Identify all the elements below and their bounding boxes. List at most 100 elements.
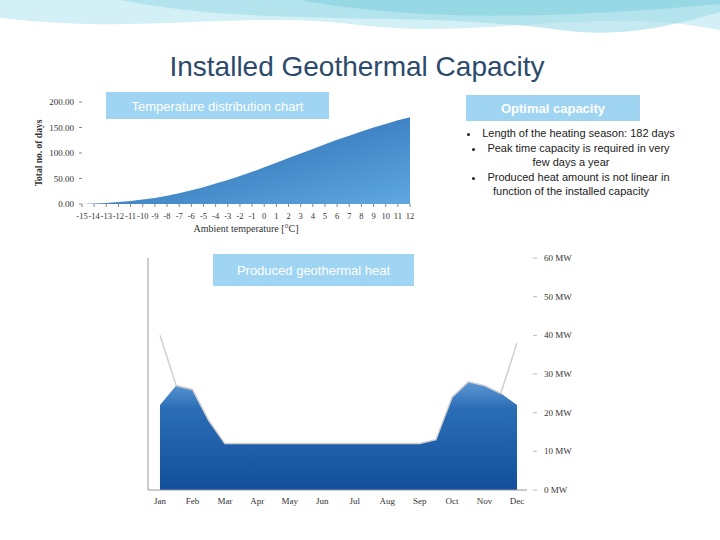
tick-label: 9 bbox=[371, 211, 375, 221]
tick bbox=[533, 296, 537, 297]
tick bbox=[79, 178, 82, 179]
tick-label: 3 bbox=[299, 211, 303, 221]
tick-label: -13 bbox=[101, 211, 112, 221]
tick-label: 50 MW bbox=[544, 292, 572, 302]
tick bbox=[79, 127, 82, 128]
tick-label: 5 bbox=[323, 211, 327, 221]
tick-label: -4 bbox=[212, 211, 220, 221]
tick bbox=[349, 204, 350, 207]
tick bbox=[106, 204, 107, 207]
tick bbox=[203, 204, 204, 207]
line bbox=[160, 335, 517, 443]
tick bbox=[130, 204, 131, 207]
tick bbox=[167, 204, 168, 207]
tick-label: 50.00 bbox=[54, 174, 75, 184]
axis-line bbox=[148, 258, 149, 490]
tick bbox=[276, 204, 277, 207]
tick-label: 12 bbox=[406, 211, 415, 221]
tick-label: -12 bbox=[113, 211, 124, 221]
tick-label: Nov bbox=[477, 496, 493, 506]
tick-label: 60 MW bbox=[544, 253, 572, 263]
tick-label: Dec bbox=[510, 496, 525, 506]
tick bbox=[288, 204, 289, 207]
tick bbox=[227, 204, 228, 207]
tick-label: May bbox=[282, 496, 299, 506]
bullet: Peak time capacity is required in very f… bbox=[464, 141, 678, 169]
tick-label: 1 bbox=[274, 211, 278, 221]
plot-area bbox=[82, 117, 410, 204]
tick bbox=[94, 204, 95, 207]
slide-title: Installed Geothermal Capacity bbox=[169, 51, 544, 82]
tick-label: -1 bbox=[249, 211, 256, 221]
tick-label: -7 bbox=[176, 211, 183, 221]
tick bbox=[191, 204, 192, 207]
tick bbox=[361, 204, 362, 207]
tick-label: 10 bbox=[381, 211, 390, 221]
tick bbox=[410, 204, 411, 207]
box-heading: Optimal capacity bbox=[501, 101, 606, 116]
wave bbox=[300, 0, 720, 16]
tick-label: -10 bbox=[137, 211, 148, 221]
tick bbox=[397, 204, 398, 207]
tick bbox=[324, 204, 325, 207]
tick bbox=[118, 204, 119, 207]
heading-box bbox=[465, 94, 641, 122]
chart-title: Temperature distribution chart bbox=[132, 99, 304, 114]
area bbox=[82, 117, 410, 204]
tick bbox=[373, 204, 374, 207]
tick-label: Sep bbox=[413, 496, 427, 506]
tick bbox=[533, 258, 537, 259]
chart-title: Produced geothermal heat bbox=[237, 263, 391, 278]
tick-label: 100.00 bbox=[49, 148, 74, 158]
tick-label: -3 bbox=[224, 211, 231, 221]
bullet-list: Length of the heating season: 182 daysPe… bbox=[452, 126, 678, 199]
tick bbox=[142, 204, 143, 207]
tick bbox=[385, 204, 386, 207]
tick-label: 0.00 bbox=[58, 199, 74, 209]
tick bbox=[215, 204, 216, 207]
tick bbox=[79, 153, 82, 154]
tick-label: 0 MW bbox=[544, 485, 568, 495]
tick-label: 150.00 bbox=[49, 123, 74, 133]
tick-label: Jun bbox=[316, 496, 329, 506]
tick-label: Feb bbox=[186, 496, 200, 506]
tick bbox=[79, 102, 82, 103]
tick-label: 2 bbox=[286, 211, 290, 221]
tick-label: Apr bbox=[250, 496, 264, 506]
tick bbox=[533, 412, 537, 413]
tick-label: -9 bbox=[151, 211, 158, 221]
tick-label: 0 bbox=[262, 211, 266, 221]
tick bbox=[154, 204, 155, 207]
tick-label: 40 MW bbox=[544, 330, 572, 340]
axis-label: Ambient temperature [°C] bbox=[193, 223, 298, 234]
tick-label: Oct bbox=[446, 496, 459, 506]
tick-label: 6 bbox=[335, 211, 339, 221]
bullet: Produced heat amount is not linear in fu… bbox=[464, 170, 678, 198]
tick bbox=[337, 204, 338, 207]
tick bbox=[179, 204, 180, 207]
tick-label: -15 bbox=[76, 211, 87, 221]
tick-label: Mar bbox=[217, 496, 232, 506]
chart-title-box bbox=[105, 91, 330, 120]
chart-title-box bbox=[212, 253, 415, 287]
tick-label: -2 bbox=[236, 211, 243, 221]
tick bbox=[533, 335, 537, 336]
area bbox=[160, 382, 517, 490]
slide: Installed Geothermal Capacity Optimal cap… bbox=[0, 0, 720, 540]
bullet: Length of the heating season: 182 days bbox=[464, 126, 678, 140]
tick bbox=[533, 490, 537, 491]
tick-label: Jul bbox=[349, 496, 360, 506]
axis-line bbox=[148, 490, 527, 491]
tick-label: 30 MW bbox=[544, 369, 572, 379]
tick-label: -5 bbox=[200, 211, 207, 221]
tick bbox=[264, 204, 265, 207]
tick bbox=[82, 204, 83, 207]
wave bbox=[120, 0, 720, 33]
tick bbox=[312, 204, 313, 207]
tick-label: 20 MW bbox=[544, 408, 572, 418]
tick-label: -11 bbox=[125, 211, 136, 221]
tick-label: Jan bbox=[154, 496, 166, 506]
tick bbox=[533, 374, 537, 375]
tick bbox=[239, 204, 240, 207]
tick-label: 200.00 bbox=[49, 97, 74, 107]
